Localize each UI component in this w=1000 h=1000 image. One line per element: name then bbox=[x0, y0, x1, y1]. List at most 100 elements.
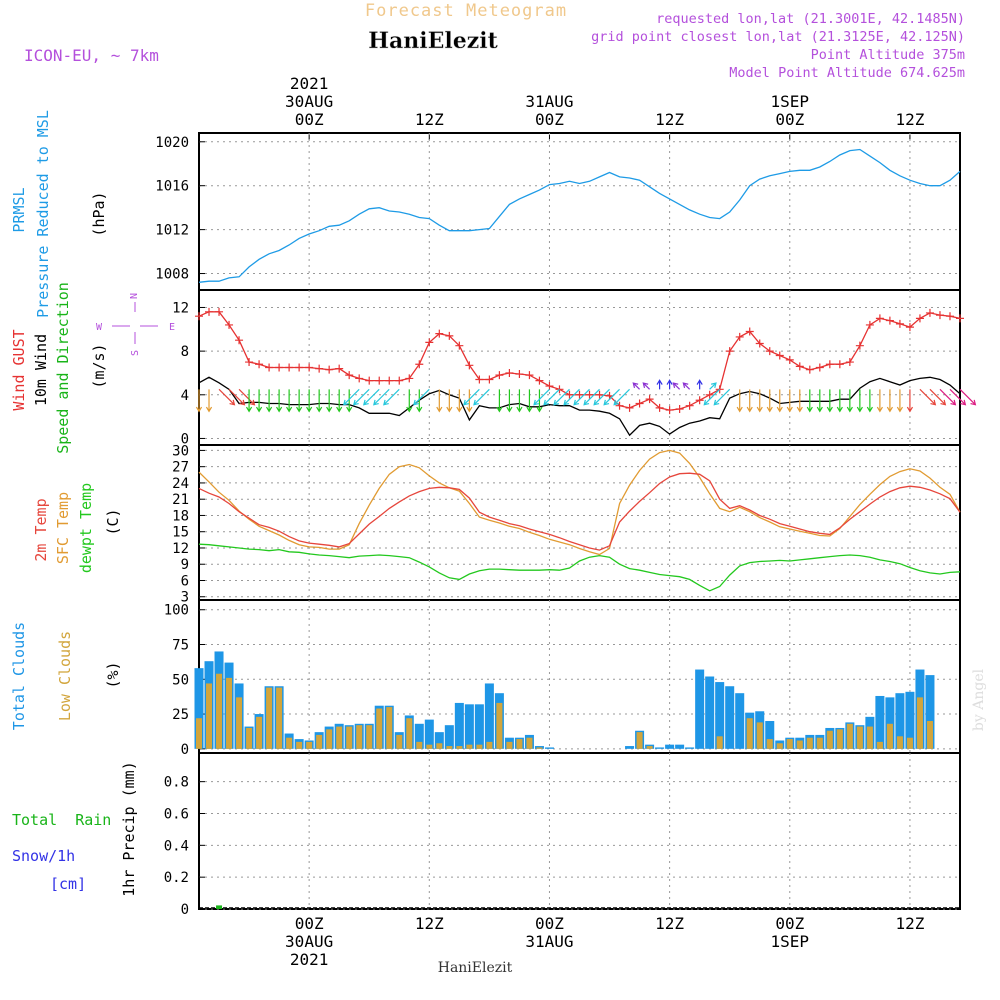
requested-coords: requested lon,lat (21.3001E, 42.1485N) bbox=[656, 11, 965, 27]
y-tick-label: 3 bbox=[181, 590, 189, 606]
low-cloud-bar bbox=[786, 739, 793, 749]
y-tick-label: 50 bbox=[172, 672, 189, 688]
time-label-bottom: 12Z bbox=[655, 914, 684, 933]
wind-gust-marker bbox=[335, 364, 344, 373]
total-clouds-label: Total Clouds bbox=[10, 622, 28, 730]
wind-direction-arrow bbox=[563, 388, 580, 406]
low-cloud-bar bbox=[506, 741, 513, 749]
wind-gust-marker bbox=[545, 382, 554, 391]
wind-gust-marker bbox=[475, 375, 484, 384]
time-label-bottom: 31AUG bbox=[525, 932, 573, 951]
wind-direction-arrow bbox=[496, 389, 503, 413]
low-cloud-bar bbox=[286, 737, 293, 749]
y-tick-label: 18 bbox=[172, 508, 189, 524]
low-cloud-bar bbox=[836, 729, 843, 749]
wind-direction-arrow bbox=[436, 389, 443, 413]
wind-direction-arrow bbox=[939, 388, 957, 406]
wind-direction-arrow bbox=[959, 388, 977, 406]
wind-direction-arrow bbox=[826, 389, 833, 413]
wind-direction-arrow bbox=[593, 388, 610, 406]
total-cloud-bar bbox=[474, 704, 484, 749]
wind-gust-marker bbox=[425, 338, 434, 347]
low-cloud-bar bbox=[856, 726, 863, 749]
wind-direction-arrow bbox=[613, 388, 630, 406]
wind-gust-marker bbox=[305, 363, 314, 372]
time-label-bottom: 2021 bbox=[290, 950, 329, 969]
wind-direction-arrow bbox=[353, 388, 370, 406]
wind-direction-arrow bbox=[533, 388, 550, 406]
wind-direction-arrow bbox=[906, 389, 914, 413]
total-cloud-bar bbox=[885, 697, 895, 749]
wind-direction-arrow bbox=[672, 382, 681, 390]
compass-north: N bbox=[129, 293, 140, 299]
total-cloud-bar bbox=[424, 719, 434, 749]
total-cloud-bar bbox=[715, 682, 725, 749]
temp-dewpt-label: dewpt Temp bbox=[77, 483, 95, 573]
y-tick-label: 1008 bbox=[155, 267, 189, 283]
wind-gust-marker bbox=[956, 314, 964, 323]
y-tick-label: 15 bbox=[172, 525, 189, 541]
wind-gust-marker bbox=[755, 339, 764, 348]
y-tick-label: 8 bbox=[181, 344, 189, 360]
footer-location: HaniElezit bbox=[438, 960, 513, 976]
time-label-top: 12Z bbox=[895, 110, 924, 129]
wind-direction-arrow bbox=[642, 382, 651, 390]
wind-direction-arrow bbox=[373, 388, 390, 406]
total-cloud-bar bbox=[454, 702, 464, 749]
pressure-panel: PRMSL Pressure Reduced to MSL (hPa) 1008… bbox=[10, 110, 961, 318]
wind-gust-marker bbox=[405, 374, 414, 383]
wind-gust-marker bbox=[735, 332, 744, 341]
wind-gust-marker bbox=[375, 376, 384, 385]
total-cloud-bar bbox=[625, 746, 635, 749]
low-cloud-bar bbox=[776, 743, 783, 749]
total-cloud-bar bbox=[675, 744, 685, 749]
low-cloud-bar bbox=[446, 746, 453, 749]
wind-direction-arrow bbox=[746, 389, 753, 413]
wind-direction-arrow bbox=[876, 389, 883, 413]
low-cloud-bar bbox=[806, 737, 813, 749]
low-cloud-bar bbox=[796, 740, 803, 749]
clouds-panel: Total Clouds Low Clouds (%) 0 25 50 75 100 bbox=[10, 599, 961, 758]
wind-direction-arrow bbox=[473, 388, 490, 406]
credit-watermark: by Angel bbox=[971, 668, 987, 731]
wind-gust-marker bbox=[845, 358, 854, 367]
wind-gust-marker bbox=[495, 371, 504, 380]
compass-east: E bbox=[169, 322, 175, 333]
wind-direction-arrow bbox=[756, 389, 763, 413]
wind-gust-marker bbox=[685, 401, 694, 410]
y-tick-label: 30 bbox=[172, 443, 189, 459]
wind-gust-marker bbox=[505, 368, 514, 377]
wind-gust-marker bbox=[675, 404, 684, 413]
y-tick-label: 75 bbox=[172, 638, 189, 654]
low-cloud-bar bbox=[356, 725, 363, 749]
low-cloud-bar bbox=[816, 737, 823, 749]
wind-gust-marker bbox=[795, 362, 804, 371]
time-label-top: 2021 bbox=[290, 74, 329, 93]
low-cloud-bar bbox=[266, 687, 273, 749]
total-cloud-bar bbox=[464, 704, 474, 749]
y-tick-label: 21 bbox=[172, 492, 189, 508]
pressure-label-msl: Pressure Reduced to MSL bbox=[34, 110, 52, 318]
compass-south: S bbox=[130, 350, 141, 356]
wind-gust-marker bbox=[215, 307, 224, 316]
wind-direction-arrow bbox=[336, 389, 343, 413]
wind-gust-marker bbox=[595, 390, 604, 399]
wind-direction-arrow bbox=[682, 382, 691, 390]
wind-direction-arrow bbox=[316, 389, 323, 413]
precip-unit-label: 1hr Precip (mm) bbox=[120, 761, 138, 896]
wind-direction-arrow bbox=[266, 389, 273, 413]
time-label-top: 1SEP bbox=[771, 92, 810, 111]
wind-direction-arrow bbox=[786, 389, 793, 413]
low-cloud-bar bbox=[496, 702, 503, 749]
low-cloud-bar bbox=[456, 746, 463, 749]
wind-gust-marker bbox=[575, 390, 584, 399]
total-cloud-bar bbox=[655, 747, 665, 749]
y-tick-label: 0.4 bbox=[164, 838, 189, 854]
low-cloud-bar bbox=[236, 697, 243, 749]
wind-gust-marker bbox=[695, 396, 704, 405]
time-label-bottom: 00Z bbox=[535, 914, 564, 933]
time-label-top: 12Z bbox=[415, 110, 444, 129]
y-tick-label: 12 bbox=[172, 300, 189, 316]
wind-direction-arrow bbox=[856, 389, 863, 413]
